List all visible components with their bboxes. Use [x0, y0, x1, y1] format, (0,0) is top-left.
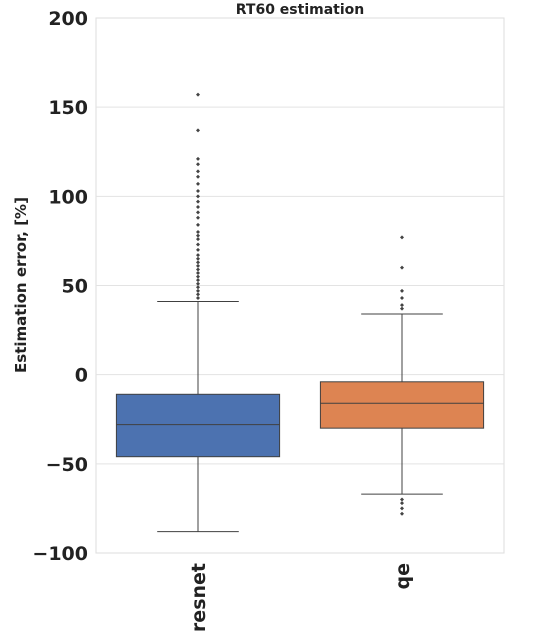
outlier-point — [196, 174, 200, 179]
box-qe — [319, 235, 485, 516]
outlier-point — [400, 506, 404, 511]
outlier-point — [400, 288, 404, 293]
y-tick-label: −100 — [32, 543, 88, 565]
outlier-point — [196, 222, 200, 227]
outlier-point — [196, 199, 200, 204]
outlier-point — [400, 501, 404, 506]
outlier-point — [196, 288, 200, 293]
outlier-point — [400, 497, 404, 502]
chart-title: RT60 estimation — [236, 2, 365, 18]
outlier-point — [196, 215, 200, 220]
outlier-point — [196, 278, 200, 283]
outlier-point — [400, 295, 404, 300]
y-tick-label: 0 — [75, 365, 88, 387]
x-tick-label-qe: qe — [392, 563, 414, 590]
outlier-point — [196, 237, 200, 242]
outlier-point — [196, 169, 200, 174]
grid-lines — [96, 106, 504, 465]
box-iqr — [115, 393, 281, 458]
y-axis-ticks: −100 −50 0 50 100 150 200 — [32, 8, 88, 565]
outlier-point — [196, 242, 200, 247]
outlier-point — [196, 247, 200, 252]
y-tick-label: 50 — [62, 276, 88, 298]
outlier-point — [196, 274, 200, 279]
outlier-point — [196, 205, 200, 210]
outlier-point — [196, 260, 200, 265]
x-axis-ticks: resnet qe — [188, 563, 414, 632]
outlier-point — [196, 188, 200, 193]
outlier-point — [196, 256, 200, 261]
outlier-point — [196, 271, 200, 276]
outlier-point — [196, 230, 200, 234]
outlier-point — [196, 233, 200, 238]
outlier-point — [196, 162, 200, 167]
outlier-point — [196, 210, 200, 215]
outlier-point — [400, 303, 404, 308]
outlier-point — [196, 292, 200, 297]
outlier-point — [196, 263, 200, 268]
outlier-point — [196, 285, 200, 290]
y-tick-label: −50 — [46, 454, 88, 476]
outlier-point — [196, 128, 200, 133]
y-tick-label: 100 — [48, 186, 88, 208]
outlier-point — [196, 92, 200, 97]
outlier-point — [196, 267, 200, 272]
y-tick-label: 150 — [48, 97, 88, 119]
outlier-point — [196, 253, 200, 258]
outlier-point — [400, 511, 404, 516]
outlier-point — [400, 265, 404, 270]
outlier-point — [196, 295, 200, 300]
box-plots — [115, 92, 485, 533]
y-axis-label: Estimation error, [%] — [12, 197, 30, 373]
outlier-point — [196, 194, 200, 199]
outlier-point — [196, 281, 200, 286]
outlier-point — [196, 156, 200, 161]
x-tick-label-resnet: resnet — [188, 563, 210, 632]
box-resnet — [115, 92, 281, 533]
outlier-point — [400, 235, 404, 240]
y-tick-label: 200 — [48, 8, 88, 30]
outlier-point — [196, 181, 200, 186]
box-iqr — [319, 381, 485, 429]
outlier-point — [400, 306, 404, 311]
